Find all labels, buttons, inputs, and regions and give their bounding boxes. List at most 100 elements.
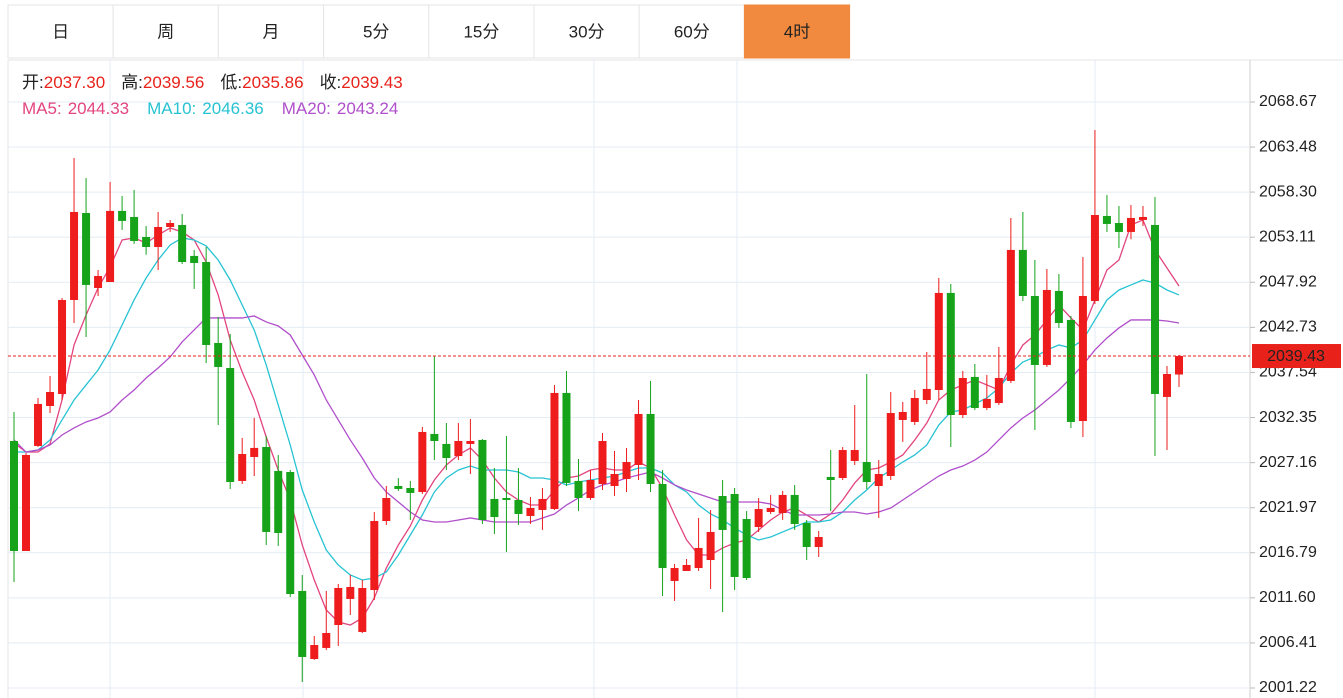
- candle-body: [238, 454, 247, 481]
- candle-body: [826, 476, 835, 481]
- candle-body: [358, 588, 367, 632]
- candle-body: [922, 388, 931, 400]
- candle-body: [670, 568, 679, 581]
- candle-body: [658, 484, 667, 569]
- candle-body: [118, 210, 127, 221]
- candle-body: [106, 210, 115, 282]
- candle-body: [382, 497, 391, 522]
- candle-body: [634, 413, 643, 465]
- current-price-box: [1252, 344, 1341, 369]
- ma-legend: MA5: 2044.33 MA10: 2046.36 MA20: 2043.24: [22, 99, 398, 118]
- candle-body: [298, 590, 307, 657]
- candle-body: [406, 487, 415, 493]
- candle-body: [706, 531, 715, 561]
- tab-label[interactable]: 4时: [784, 22, 810, 41]
- candle-body: [622, 462, 631, 479]
- low-value: 2035.86: [242, 73, 303, 92]
- legend-value: 2044.33: [68, 99, 129, 118]
- candle-body: [526, 507, 535, 516]
- candle-body: [70, 211, 79, 300]
- candle-body: [22, 454, 31, 551]
- candle-body: [490, 498, 499, 518]
- legend-label: MA20:: [282, 99, 331, 118]
- legend-value: 2043.24: [337, 99, 398, 118]
- y-tick-label: 2032.35: [1259, 409, 1317, 426]
- candle-body: [442, 443, 451, 459]
- candle-body: [1090, 215, 1099, 302]
- y-tick-label: 2058.30: [1259, 183, 1317, 200]
- candle-body: [766, 507, 775, 512]
- close-value: 2039.43: [341, 73, 402, 92]
- candle-body: [502, 497, 511, 500]
- tab[interactable]: [743, 4, 851, 59]
- tab-label[interactable]: 周: [157, 22, 174, 41]
- grid: [8, 101, 1250, 689]
- candle-body: [790, 494, 799, 524]
- y-tick-label: 2047.92: [1259, 273, 1317, 290]
- candle-body: [742, 519, 751, 579]
- candle-body: [1114, 222, 1123, 232]
- candle-body: [718, 495, 727, 530]
- candle-body: [262, 446, 271, 532]
- tab-label[interactable]: 60分: [674, 22, 710, 41]
- candle-body: [478, 439, 487, 520]
- tab-label[interactable]: 15分: [463, 22, 499, 41]
- candle-body: [454, 440, 463, 457]
- candle-body: [46, 391, 55, 406]
- candle-body: [1054, 290, 1063, 324]
- candle-body: [910, 397, 919, 422]
- candle-body: [574, 480, 583, 498]
- legend-label: MA10:: [147, 99, 196, 118]
- open-value: 2037.30: [44, 73, 105, 92]
- y-tick-label: 2053.11: [1259, 228, 1316, 245]
- candle-body: [694, 547, 703, 569]
- tab[interactable]: [638, 4, 745, 59]
- y-tick-label: 2042.73: [1259, 319, 1317, 336]
- y-tick-label: 2068.67: [1259, 93, 1317, 110]
- candle-body: [586, 480, 595, 498]
- legend-value: 2046.36: [202, 99, 263, 118]
- candle-body: [1162, 374, 1171, 397]
- candle-body: [850, 450, 859, 461]
- candle-body: [1102, 215, 1111, 224]
- tab[interactable]: [112, 4, 219, 59]
- tab-label[interactable]: 月: [263, 22, 280, 41]
- candle-body: [58, 299, 67, 394]
- candle-body: [322, 633, 331, 648]
- y-tick-label: 2063.48: [1259, 138, 1317, 155]
- candle-body: [466, 440, 475, 444]
- tab-label[interactable]: 5分: [363, 22, 389, 41]
- candle-body: [310, 644, 319, 659]
- tab-bar: 日 周 月 5分 15分 30分 60分 4时: [7, 4, 851, 59]
- candle-body: [862, 462, 871, 483]
- tab[interactable]: [217, 4, 325, 59]
- candle-body: [274, 470, 283, 534]
- candle-body: [94, 275, 103, 288]
- candle-body: [646, 413, 655, 485]
- high-label: 高:: [121, 73, 143, 92]
- candle-body: [898, 411, 907, 420]
- tab[interactable]: [533, 4, 640, 59]
- candle-body: [34, 403, 43, 446]
- candle-body: [286, 472, 295, 594]
- y-tick-label: 2027.16: [1259, 454, 1317, 471]
- candle-body: [1150, 224, 1159, 394]
- tab[interactable]: [7, 4, 114, 59]
- candle-body: [1138, 217, 1147, 220]
- candle-body: [1042, 289, 1051, 365]
- candle-body: [514, 499, 523, 514]
- tab[interactable]: [428, 4, 535, 59]
- y-tick-label: 2001.22: [1259, 679, 1317, 696]
- candle-body: [250, 447, 259, 457]
- candle-body: [10, 440, 18, 551]
- candle-body: [1018, 249, 1027, 296]
- tab-label[interactable]: 30分: [569, 22, 605, 41]
- tab-label[interactable]: 日: [52, 22, 69, 41]
- open-label: 开:: [22, 73, 44, 92]
- candle-body: [610, 474, 619, 486]
- high-value: 2039.56: [143, 73, 204, 92]
- candle-body: [814, 537, 823, 547]
- tab[interactable]: [323, 4, 430, 59]
- candle-body: [130, 217, 139, 241]
